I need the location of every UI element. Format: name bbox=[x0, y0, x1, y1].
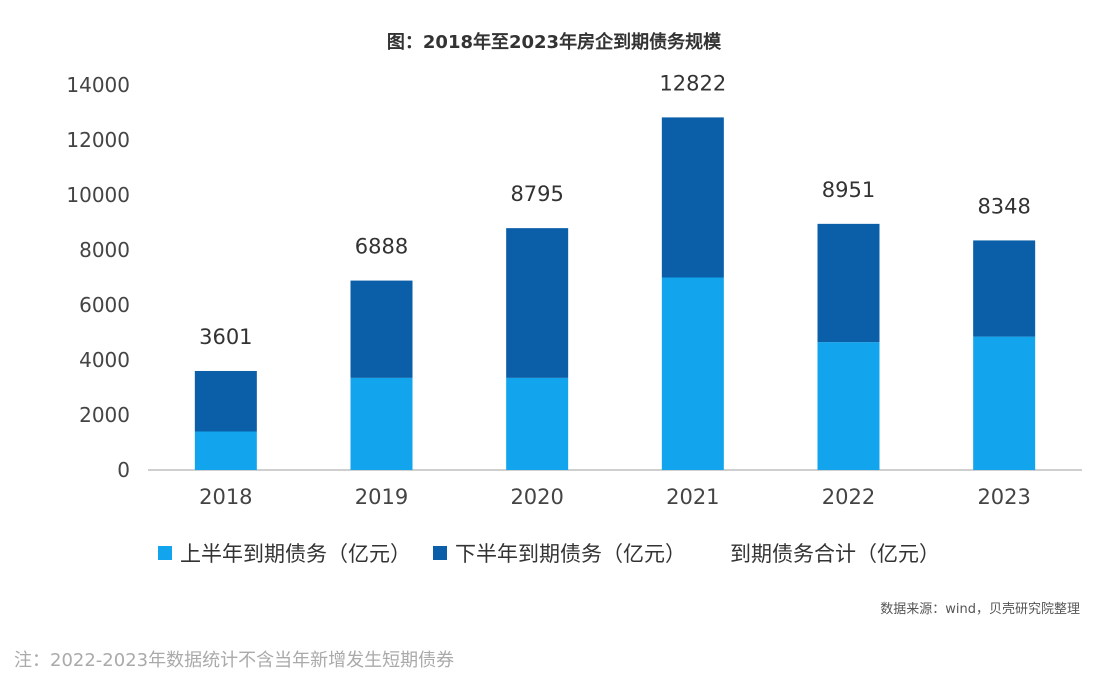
bar-second-half bbox=[817, 223, 880, 343]
legend-label-second-half: 下半年到期债务（亿元） bbox=[455, 542, 686, 566]
data-label-total: 6888 bbox=[355, 235, 408, 259]
data-label-total: 12822 bbox=[659, 71, 726, 95]
footnote: 注：2022-2023年数据统计不含当年新增发生短期债券 bbox=[14, 650, 455, 671]
legend: 上半年到期债务（亿元） 下半年到期债务（亿元） 到期债务合计（亿元） bbox=[158, 538, 962, 568]
bar-first-half bbox=[194, 431, 257, 470]
bar-first-half bbox=[506, 377, 569, 470]
bar-second-half bbox=[350, 280, 413, 378]
x-tick-label: 2020 bbox=[510, 485, 563, 509]
x-tick-label: 2021 bbox=[666, 485, 719, 509]
legend-swatch-first-half bbox=[158, 546, 172, 560]
data-label-total: 8951 bbox=[822, 178, 875, 202]
y-tick-label: 12000 bbox=[66, 128, 130, 152]
data-label-total: 8795 bbox=[510, 182, 563, 206]
y-tick-label: 2000 bbox=[79, 403, 130, 427]
y-tick-label: 0 bbox=[117, 458, 130, 482]
data-label-total: 3601 bbox=[199, 325, 252, 349]
bar-first-half bbox=[973, 336, 1036, 470]
bar-second-half bbox=[973, 240, 1036, 337]
bar-first-half bbox=[661, 277, 724, 470]
legend-item-total: 到期债务合计（亿元） bbox=[708, 538, 940, 568]
legend-label-total: 到期债务合计（亿元） bbox=[730, 542, 940, 566]
y-tick-label: 10000 bbox=[66, 183, 130, 207]
x-tick-label: 2018 bbox=[199, 485, 252, 509]
data-label-total: 8348 bbox=[977, 194, 1030, 218]
bar-second-half bbox=[661, 117, 724, 278]
chart-title: 图：2018年至2023年房企到期债务规模 bbox=[386, 32, 722, 53]
bar-first-half bbox=[350, 377, 413, 470]
x-tick-label: 2019 bbox=[355, 485, 408, 509]
legend-swatch-second-half bbox=[433, 546, 447, 560]
y-tick-label: 4000 bbox=[79, 348, 130, 372]
source-note: 数据来源：wind，贝壳研究院整理 bbox=[880, 602, 1080, 617]
x-tick-label: 2022 bbox=[822, 485, 875, 509]
legend-item-second-half: 下半年到期债务（亿元） bbox=[433, 538, 686, 568]
legend-label-first-half: 上半年到期债务（亿元） bbox=[180, 542, 411, 566]
y-tick-label: 14000 bbox=[66, 73, 130, 97]
bar-second-half bbox=[194, 370, 257, 432]
bar-first-half bbox=[817, 342, 880, 470]
bar-second-half bbox=[506, 228, 569, 378]
legend-item-first-half: 上半年到期债务（亿元） bbox=[158, 538, 411, 568]
y-tick-label: 6000 bbox=[79, 293, 130, 317]
y-tick-label: 8000 bbox=[79, 238, 130, 262]
x-tick-label: 2023 bbox=[977, 485, 1030, 509]
